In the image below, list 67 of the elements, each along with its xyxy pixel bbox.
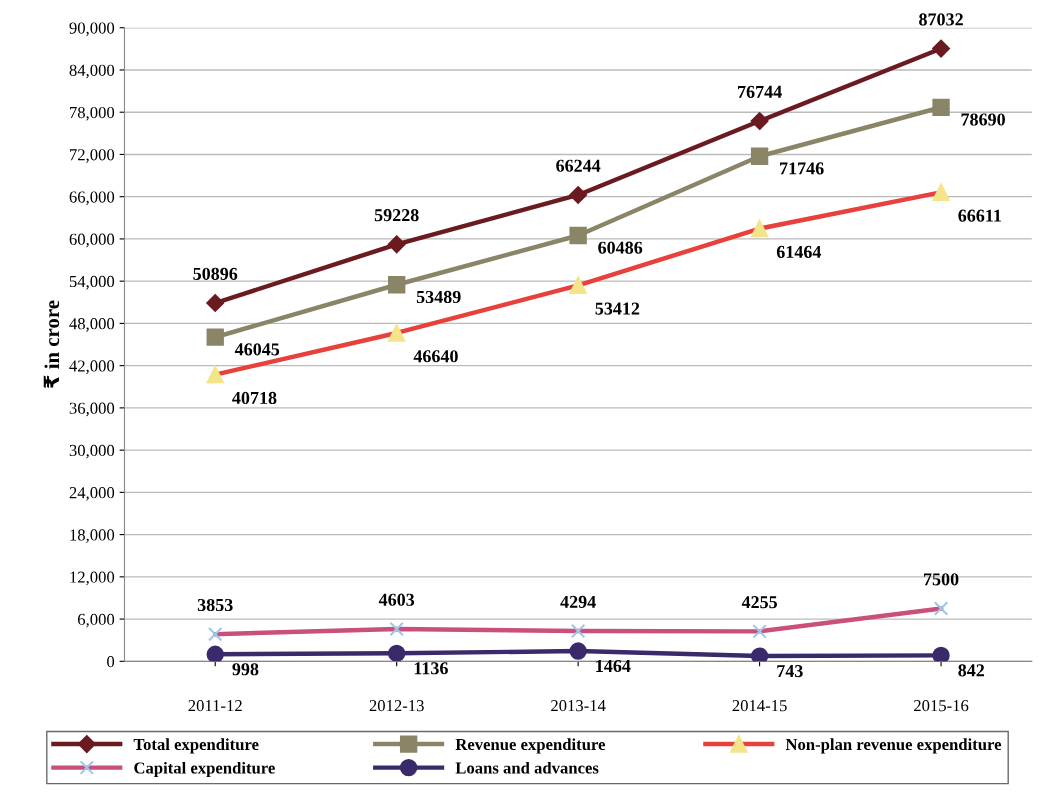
y-tick-label: 90,000 xyxy=(69,22,115,37)
data-label: 76744 xyxy=(738,85,782,98)
data-label: 66611 xyxy=(958,209,1001,222)
data-label: 4255 xyxy=(741,596,777,609)
y-tick-label: 24,000 xyxy=(69,487,115,501)
point xyxy=(750,112,769,130)
point xyxy=(206,328,224,346)
point xyxy=(569,642,587,660)
point xyxy=(750,647,769,662)
point xyxy=(932,646,950,662)
y-tick-label: 30,000 xyxy=(69,444,115,459)
point xyxy=(206,294,225,312)
y-tick-label: 42,000 xyxy=(69,360,115,374)
data-label: 4294 xyxy=(560,595,596,608)
data-label: 998 xyxy=(232,663,259,676)
data-label: 46045 xyxy=(234,343,280,356)
data-label: 53489 xyxy=(416,290,461,304)
y-tick-label: 18,000 xyxy=(70,529,115,543)
y-axis-title: ₹ in crore xyxy=(43,300,60,388)
legend-label: Non-plan revenue expenditure xyxy=(785,738,1002,754)
legend-label: Total expenditure xyxy=(133,738,259,754)
point xyxy=(388,276,406,294)
y-tick-label: 6,000 xyxy=(77,613,115,628)
x-tick-label: 2011-12 xyxy=(188,700,242,712)
data-label: 78690 xyxy=(961,113,1005,126)
x-tick-label: 2012-13 xyxy=(369,700,424,712)
x-tick-label: 2014-15 xyxy=(732,700,787,712)
data-label: 3853 xyxy=(197,598,233,612)
point xyxy=(932,98,950,117)
legend-label: Capital expenditure xyxy=(134,761,275,777)
point xyxy=(932,39,950,58)
x-tick-label: 2013-14 xyxy=(551,700,606,712)
data-label: 7500 xyxy=(924,573,959,586)
data-label: 66244 xyxy=(556,159,601,172)
point xyxy=(206,645,224,662)
data-label: 71746 xyxy=(780,162,824,175)
y-tick-label: 66,000 xyxy=(69,191,115,206)
data-label: 743 xyxy=(777,665,803,678)
y-tick-label: 60,000 xyxy=(69,233,115,248)
data-label: 40718 xyxy=(232,391,277,405)
point xyxy=(387,235,406,254)
data-label: 46640 xyxy=(413,350,458,363)
data-label: 61464 xyxy=(776,245,822,258)
point xyxy=(569,226,587,245)
data-label: 50896 xyxy=(193,267,238,280)
y-tick-label: 54,000 xyxy=(69,275,115,290)
y-tick-label: 12,000 xyxy=(70,571,115,586)
y-tick-label: 36,000 xyxy=(69,402,115,417)
data-label: 60486 xyxy=(598,241,643,254)
legend-label: Revenue expenditure xyxy=(455,738,606,754)
data-label: 53412 xyxy=(595,302,640,315)
y-tick-label: 48,000 xyxy=(69,318,115,332)
data-label: 59228 xyxy=(374,209,419,222)
y-tick-label: 84,000 xyxy=(69,64,115,79)
point xyxy=(750,147,769,165)
legend-label: Loans and advances xyxy=(455,761,599,774)
point xyxy=(388,644,406,662)
data-label: 87032 xyxy=(919,13,963,26)
y-tick-label: 78,000 xyxy=(70,106,115,121)
data-label: 1464 xyxy=(596,659,631,673)
data-label: 1136 xyxy=(414,662,448,675)
y-tick-label: 72,000 xyxy=(70,149,115,163)
data-label: 842 xyxy=(958,664,985,677)
data-label: 4603 xyxy=(378,593,415,606)
point xyxy=(569,186,588,204)
y-tick-label: 0 xyxy=(107,656,115,668)
x-tick-label: 2015-16 xyxy=(914,700,969,712)
